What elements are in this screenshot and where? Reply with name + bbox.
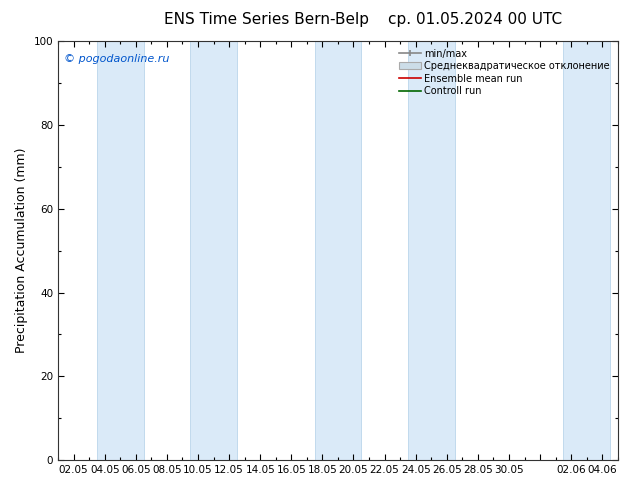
Text: ср. 01.05.2024 00 UTC: ср. 01.05.2024 00 UTC [389,12,562,27]
Y-axis label: Precipitation Accumulation (mm): Precipitation Accumulation (mm) [15,148,28,353]
Bar [97,41,143,460]
Text: ENS Time Series Bern-Belp: ENS Time Series Bern-Belp [164,12,369,27]
Bar [190,41,237,460]
Bar [408,41,455,460]
Bar [564,41,610,460]
Bar [314,41,361,460]
Text: © pogodaonline.ru: © pogodaonline.ru [63,53,169,64]
Legend: min/max, Среднеквадратическое отклонение, Ensemble mean run, Controll run: min/max, Среднеквадратическое отклонение… [396,46,613,99]
